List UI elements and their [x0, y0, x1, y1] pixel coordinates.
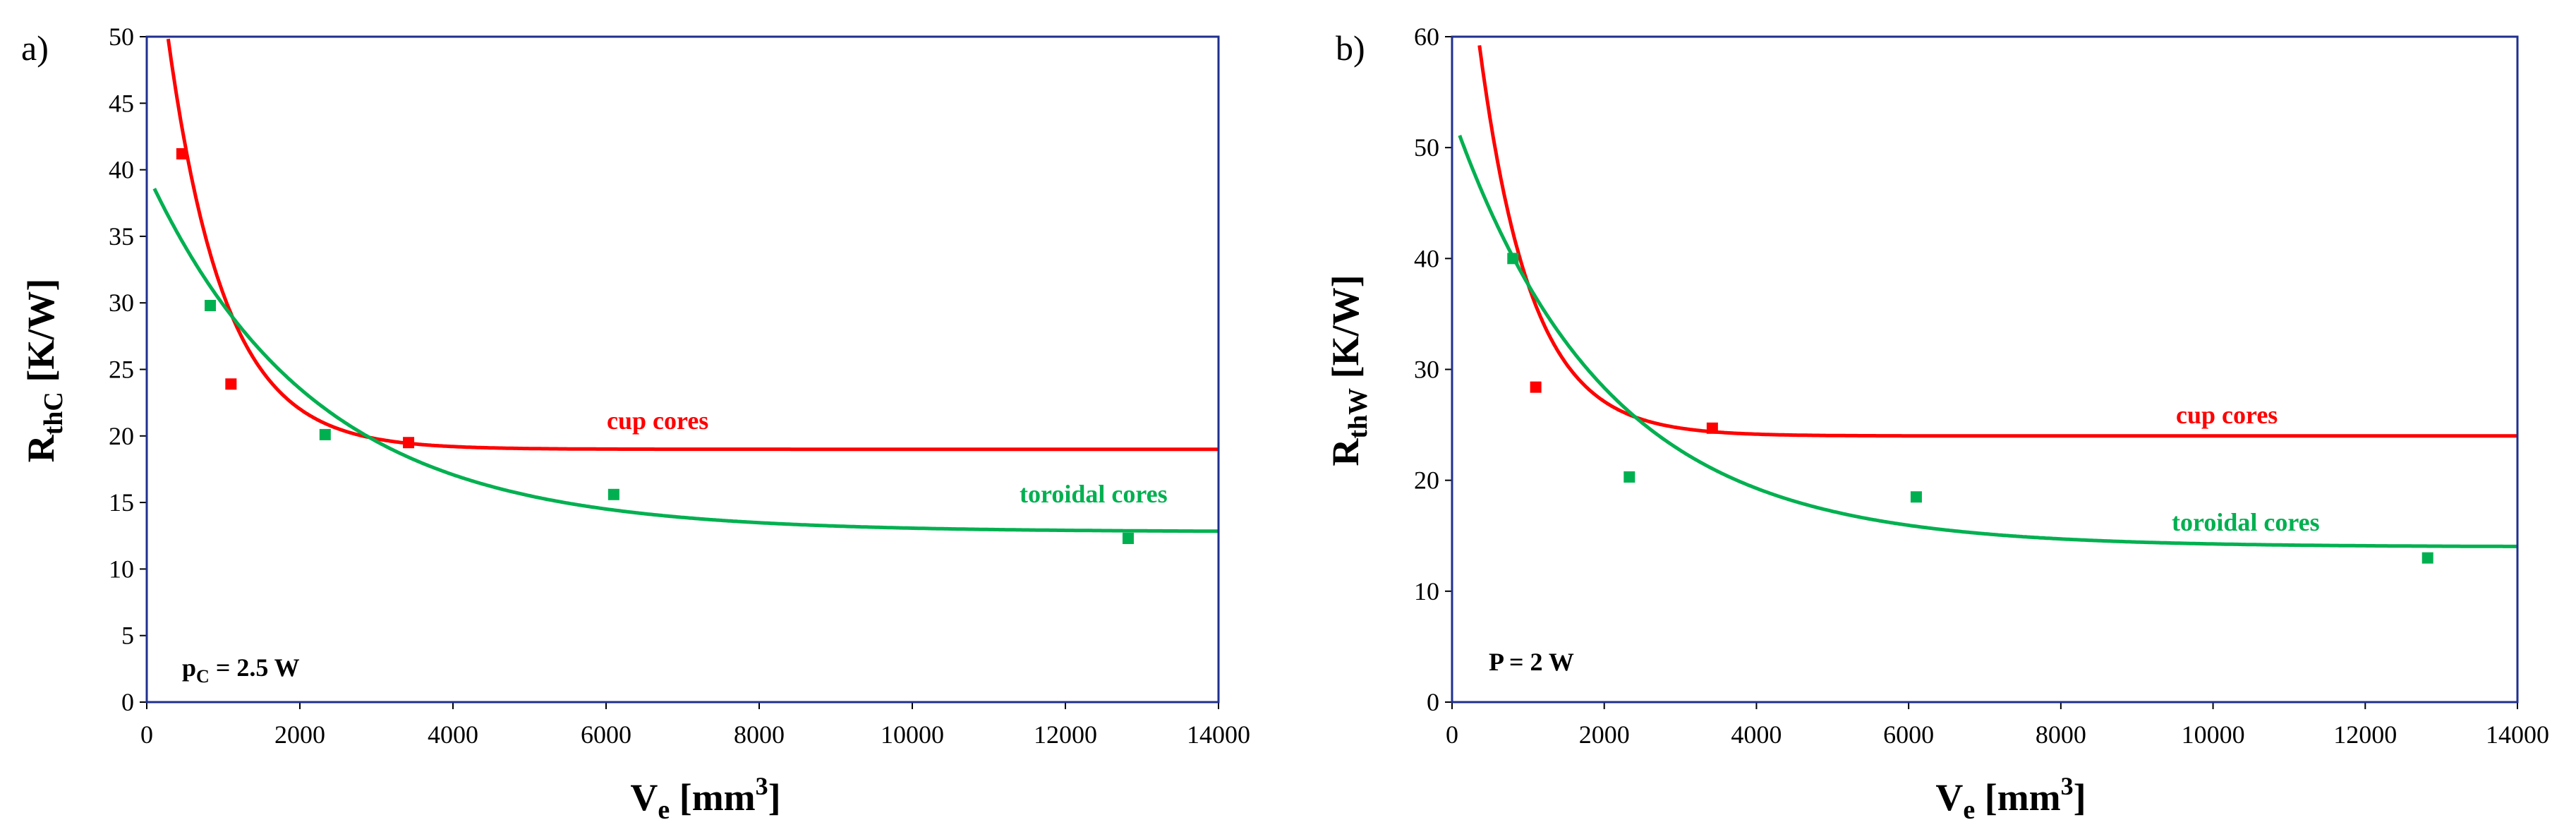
- cup-cores-fit-curve-a: [166, 38, 1219, 452]
- chart-panel-b: b) 0 10 20 30 40 50 60 0 2000 4000 6000 8000 10000 1…: [1324, 23, 2549, 825]
- y-tick-label: 15: [109, 488, 134, 517]
- toroidal-cores-fit-curve-a: [152, 188, 1219, 533]
- y-title-b-main: R: [1324, 438, 1367, 466]
- x-title-a-sub: e: [658, 795, 670, 825]
- toroidal-core-point: [205, 299, 217, 311]
- x-tick-label: 2000: [1579, 720, 1630, 749]
- note-b-main: P = 2 W: [1489, 648, 1574, 676]
- y-tick-label: 10: [1414, 577, 1439, 605]
- y-tick-label: 20: [1414, 466, 1439, 495]
- panel-label-b: b): [1336, 28, 1365, 68]
- y-tick-marks-b: [1445, 36, 2518, 709]
- y-tick-label: 60: [1414, 23, 1439, 51]
- x-tick-label: 10000: [2182, 720, 2245, 749]
- x-tick-label: 14000: [1187, 720, 1250, 749]
- y-tick-label: 20: [109, 422, 134, 450]
- x-axis-title-b: Ve [mm3]: [1935, 772, 2086, 825]
- toroidal-core-point: [1910, 491, 1922, 503]
- x-title-a-end: ]: [768, 776, 781, 819]
- x-title-a-sup: 3: [756, 772, 768, 800]
- toroidal-core-point: [2421, 552, 2433, 564]
- toroidal-core-point: [319, 428, 331, 440]
- legend-cup-cores-a: cup cores: [607, 406, 708, 435]
- toroidal-core-point: [1623, 471, 1635, 483]
- x-title-b-sub: e: [1963, 795, 1975, 825]
- cup-cores-points-b: [1530, 381, 1718, 434]
- plot-area-b: [1451, 35, 2519, 704]
- cup-core-point: [1530, 381, 1542, 393]
- y-title-a-main: R: [20, 434, 62, 462]
- y-tick-label: 30: [109, 289, 134, 317]
- y-tick-label: 25: [109, 356, 134, 384]
- y-title-a-unit: [K/W]: [20, 279, 62, 392]
- legend-toroidal-cores-b: toroidal cores: [2172, 508, 2320, 536]
- y-tick-label: 35: [109, 222, 134, 251]
- cup-core-point: [403, 437, 415, 449]
- y-title-b-unit: [K/W]: [1324, 274, 1367, 387]
- y-tick-label: 40: [1414, 244, 1439, 272]
- y-tick-label: 0: [1427, 688, 1439, 716]
- note-a-sub: C: [196, 666, 210, 687]
- x-title-a-main: V: [630, 776, 658, 819]
- cup-cores-fit-curve-b: [1477, 44, 2517, 438]
- x-tick-label: 4000: [428, 720, 478, 749]
- cup-core-point: [225, 378, 237, 390]
- toroidal-core-point: [1122, 533, 1134, 545]
- x-title-a-unit: [mm: [670, 776, 755, 819]
- x-tick-label: 12000: [1034, 720, 1097, 749]
- x-tick-label: 4000: [1731, 720, 1782, 749]
- x-tick-label: 8000: [2036, 720, 2086, 749]
- x-tick-label: 6000: [1883, 720, 1934, 749]
- y-tick-marks-a: [140, 36, 1219, 709]
- legend-toroidal-cores-a: toroidal cores: [1020, 480, 1168, 508]
- x-title-b-end: ]: [2074, 776, 2086, 819]
- legend-cup-cores-b: cup cores: [2176, 401, 2278, 429]
- chart-panel-a: a) 0 5 10 15 20 25 30 35 40 45 50 0 2000 4000 6000 800…: [20, 23, 1250, 825]
- x-tick-labels-a: 0 2000 4000 6000 8000 10000 12000 14000: [140, 720, 1250, 749]
- y-title-b-sub: thW: [1343, 388, 1373, 439]
- y-tick-label: 5: [121, 622, 134, 650]
- y-title-a-sub: thC: [39, 392, 68, 435]
- y-tick-label: 45: [109, 89, 134, 117]
- x-tick-label: 14000: [2486, 720, 2549, 749]
- x-tick-label: 10000: [881, 720, 944, 749]
- cup-core-point: [1706, 422, 1718, 434]
- x-tick-label: 0: [1446, 720, 1458, 749]
- x-tick-labels-b: 0 2000 4000 6000 8000 10000 12000 14000: [1446, 720, 2549, 749]
- panel-label-a: a): [21, 28, 49, 68]
- x-title-b-sup: 3: [2061, 772, 2074, 800]
- toroidal-cores-points-b: [1507, 253, 2433, 564]
- toroidal-cores-points-a: [205, 299, 1134, 545]
- note-a-rest: = 2.5 W: [210, 653, 300, 682]
- x-axis-title-a: Ve [mm3]: [630, 772, 780, 825]
- condition-note-a: pC = 2.5 W: [182, 653, 300, 687]
- y-tick-labels-a: 0 5 10 15 20 25 30 35 40 45 50: [109, 23, 134, 716]
- x-tick-label: 12000: [2333, 720, 2397, 749]
- x-title-b-unit: [mm: [1975, 776, 2060, 819]
- y-tick-label: 40: [109, 156, 134, 184]
- condition-note-b: P = 2 W: [1489, 648, 1574, 676]
- y-tick-label: 30: [1414, 356, 1439, 384]
- y-axis-title-b: RthW [K/W]: [1324, 274, 1373, 466]
- note-a-main: p: [182, 653, 196, 682]
- x-tick-label: 8000: [734, 720, 785, 749]
- y-axis-title-a: RthC [K/W]: [20, 279, 68, 463]
- toroidal-cores-fit-curve-b: [1458, 135, 2517, 548]
- y-tick-label: 50: [109, 23, 134, 51]
- toroidal-core-point: [1507, 253, 1519, 265]
- cup-core-point: [176, 147, 188, 159]
- y-tick-label: 50: [1414, 133, 1439, 162]
- x-tick-label: 0: [140, 720, 153, 749]
- y-tick-labels-b: 0 10 20 30 40 50 60: [1414, 23, 1439, 716]
- x-title-b-main: V: [1935, 776, 1963, 819]
- toroidal-core-point: [607, 488, 619, 500]
- y-tick-label: 0: [121, 688, 134, 716]
- y-tick-label: 10: [109, 555, 134, 583]
- x-tick-label: 2000: [274, 720, 325, 749]
- plot-area-a: [145, 35, 1220, 704]
- x-tick-label: 6000: [581, 720, 631, 749]
- cup-cores-points-a: [176, 147, 415, 449]
